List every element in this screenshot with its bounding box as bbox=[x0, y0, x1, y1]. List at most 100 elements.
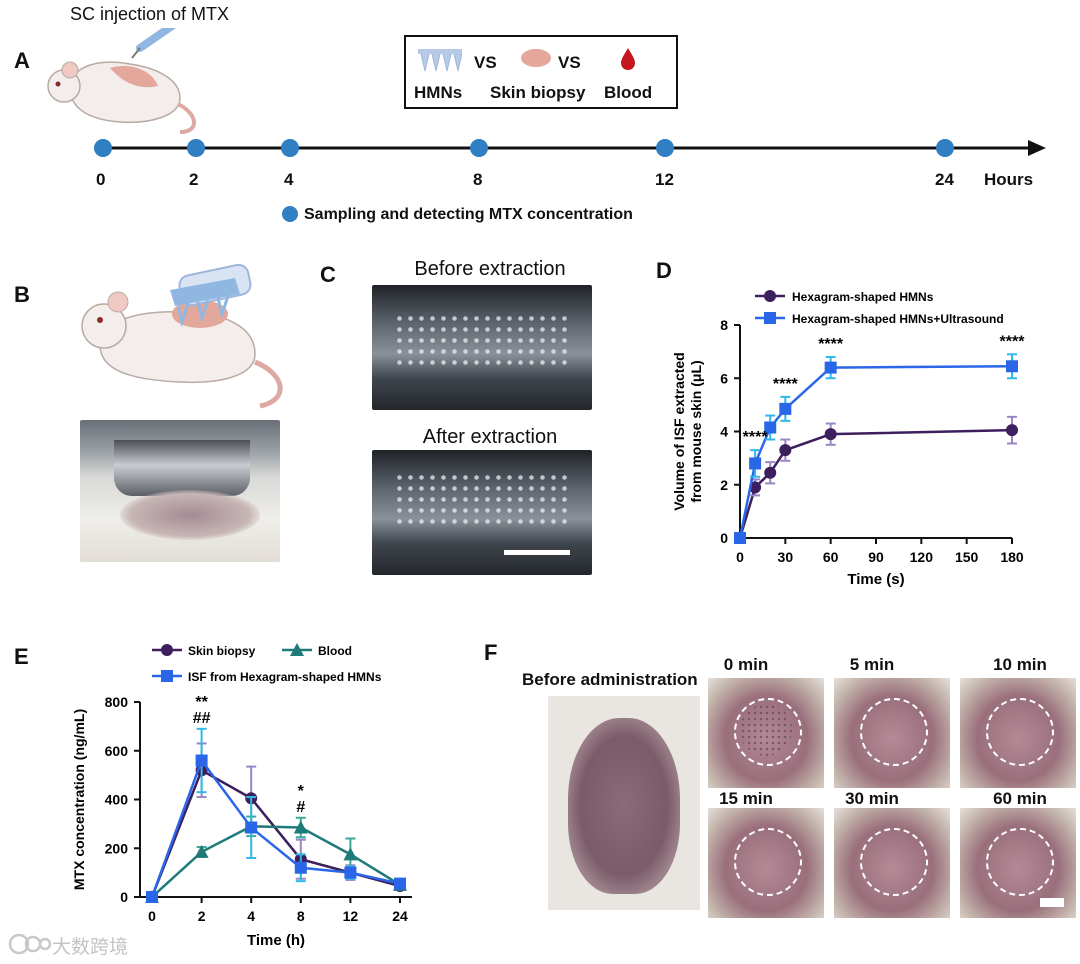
timepoint-label: 12 bbox=[655, 170, 674, 189]
timeline-dot bbox=[281, 139, 299, 157]
y-tick-label: 2 bbox=[720, 477, 728, 493]
panel-label-f: F bbox=[484, 640, 498, 665]
timepoint-label: 0 bbox=[96, 170, 106, 189]
panel-label-e: E bbox=[14, 644, 29, 669]
x-tick-label: 4 bbox=[247, 908, 255, 924]
data-point bbox=[749, 457, 762, 470]
mouse-microneedle-illustration bbox=[81, 263, 283, 409]
timepoint-label: 24 bbox=[935, 170, 954, 189]
timeline bbox=[94, 139, 1046, 157]
sampling-note: Sampling and detecting MTX concentration bbox=[304, 206, 633, 223]
legend-marker bbox=[764, 312, 776, 324]
x-tick-label: 0 bbox=[736, 549, 744, 565]
x-tick-label: 0 bbox=[148, 908, 156, 924]
timeline-dot bbox=[187, 139, 205, 157]
legend-marker bbox=[161, 670, 173, 682]
y-tick-label: 0 bbox=[720, 530, 728, 546]
data-point bbox=[779, 402, 792, 415]
significance-label: **** bbox=[1000, 333, 1026, 350]
legend-marker bbox=[161, 644, 173, 656]
significance-label: **** bbox=[773, 376, 799, 393]
timeline-dot bbox=[470, 139, 488, 157]
data-point bbox=[824, 361, 837, 374]
x-tick-label: 30 bbox=[778, 549, 794, 565]
y-tick-label: 8 bbox=[720, 317, 728, 333]
skin-photo-60min bbox=[960, 808, 1076, 918]
blood-label: Blood bbox=[604, 83, 653, 102]
data-point bbox=[779, 444, 792, 457]
y-tick-label: 6 bbox=[720, 370, 728, 386]
data-point bbox=[1006, 424, 1018, 437]
significance-label: * bbox=[298, 783, 305, 800]
y-axis-label: MTX concentration (ng/mL) bbox=[71, 709, 87, 890]
data-point bbox=[394, 877, 406, 890]
time-label: 5 min bbox=[849, 655, 895, 674]
vs-label-2: VS bbox=[558, 53, 581, 72]
data-point bbox=[146, 891, 158, 903]
data-point bbox=[1006, 360, 1018, 373]
significance-label: # bbox=[296, 799, 305, 816]
timeline-dot bbox=[94, 139, 112, 157]
vs-label-1: VS bbox=[474, 53, 497, 72]
hmns-label: HMNs bbox=[414, 83, 463, 102]
sample-legend-box: VS VS HMNs Skin biopsy Blood bbox=[404, 35, 678, 109]
timepoint-label: 2 bbox=[189, 170, 199, 189]
x-tick-label: 120 bbox=[910, 549, 934, 565]
ultrasound-mouse-photo bbox=[80, 420, 280, 562]
skin-biopsy-icon bbox=[521, 49, 551, 67]
data-point bbox=[294, 861, 307, 874]
legend-label: Hexagram-shaped HMNs+Ultrasound bbox=[792, 312, 1004, 326]
panel-label-c: C bbox=[320, 262, 336, 287]
skin-photo-10min bbox=[960, 678, 1076, 788]
skin-photo-15min bbox=[708, 808, 824, 918]
time-label: 15 min bbox=[719, 789, 773, 808]
data-point bbox=[194, 844, 209, 858]
data-point bbox=[764, 466, 777, 479]
x-tick-label: 150 bbox=[955, 549, 979, 565]
x-tick-label: 60 bbox=[823, 549, 839, 565]
timeline-dot bbox=[656, 139, 674, 157]
series-line bbox=[150, 757, 401, 898]
mouse-injection-illustration bbox=[47, 28, 196, 134]
x-axis-label: Time (h) bbox=[247, 932, 305, 949]
chart-d: 0 2 4 6 8 0 30 60 90 120 150 180 Time (s) Volume of I… bbox=[671, 290, 1026, 588]
skin-photo-0min bbox=[708, 678, 824, 788]
y-axis-label-line: from mouse skin (μL) bbox=[688, 360, 704, 502]
skin-photo-30min bbox=[834, 808, 950, 918]
hours-unit: Hours bbox=[984, 170, 1034, 189]
data-point bbox=[824, 428, 837, 441]
significance-label: ** bbox=[195, 694, 208, 711]
time-label: 0 min bbox=[723, 655, 769, 674]
timepoint-label: 8 bbox=[473, 170, 483, 189]
watermark-logo-icon bbox=[8, 933, 52, 955]
legend-marker bbox=[764, 290, 776, 302]
microneedle-after-photo bbox=[372, 450, 592, 575]
x-tick-label: 180 bbox=[1000, 549, 1024, 565]
data-point bbox=[764, 421, 777, 434]
panel-label-b: B bbox=[14, 282, 30, 307]
mouse-before-photo bbox=[548, 696, 700, 910]
series-line bbox=[150, 768, 401, 898]
significance-label: **** bbox=[743, 429, 769, 446]
series-line bbox=[151, 825, 401, 898]
x-tick-label: 24 bbox=[392, 908, 408, 924]
timeline-dot bbox=[936, 139, 954, 157]
data-point bbox=[245, 821, 258, 834]
skin-photo-5min bbox=[834, 678, 950, 788]
y-tick-label: 400 bbox=[105, 792, 129, 808]
data-point bbox=[734, 532, 746, 544]
hmns-icon bbox=[418, 49, 462, 72]
y-tick-label: 0 bbox=[120, 889, 128, 905]
microneedle-before-photo bbox=[372, 285, 592, 410]
injection-title: SC injection of MTX bbox=[70, 4, 230, 24]
data-point bbox=[343, 847, 358, 861]
after-extraction-title: After extraction bbox=[422, 426, 558, 448]
data-point bbox=[195, 754, 208, 767]
legend-label: Blood bbox=[318, 644, 352, 658]
x-tick-label: 12 bbox=[343, 908, 359, 924]
timepoint-label: 4 bbox=[284, 170, 294, 189]
time-label: 60 min bbox=[993, 789, 1047, 808]
blood-drop-icon bbox=[621, 48, 635, 70]
watermark-text: 大数跨境 bbox=[52, 936, 129, 958]
